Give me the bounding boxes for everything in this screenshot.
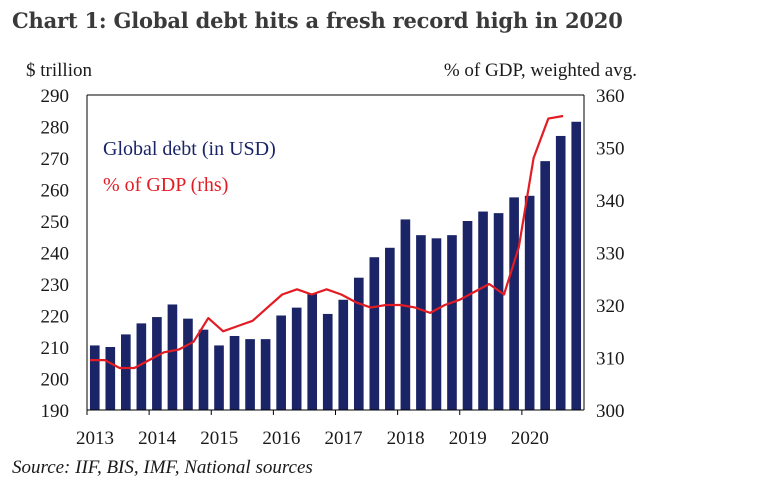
debt-bar [524,195,535,410]
debt-bar [183,318,193,410]
left-tick-label: 270 [41,149,70,170]
debt-bar [493,213,504,411]
debt-bar [571,121,582,411]
debt-bar [322,313,333,410]
left-tick-label: 250 [41,212,70,233]
debt-bar [385,247,395,410]
debt-bar [431,238,442,410]
x-tick-label: 2014 [138,428,177,449]
gdp-share-line [90,114,564,370]
right-tick-label: 320 [596,296,625,317]
left-tick-label: 190 [41,401,70,422]
right-tick-label: 350 [596,139,625,160]
x-tick-label: 2015 [200,428,238,449]
debt-bar [214,345,224,410]
debt-bar [447,235,457,410]
debt-bar [89,345,100,410]
right-tick-label: 330 [596,244,625,265]
left-tick-label: 210 [41,338,70,359]
debt-bar [509,197,519,411]
legend-label-gdp: % of GDP (rhs) [103,174,228,196]
line-layer [90,114,564,370]
debt-bar [136,323,147,411]
debt-bar [540,161,550,410]
debt-bar [353,277,364,410]
left-tick-label: 220 [41,307,70,328]
debt-bar [229,335,240,410]
right-tick-label: 340 [596,191,625,212]
debt-bar [416,235,426,410]
right-axis-unit: % of GDP, weighted avg. [443,60,637,81]
legend: Global debt (in USD) % of GDP (rhs) [103,138,276,196]
left-tick-label: 280 [41,118,70,139]
debt-bar [291,307,302,411]
debt-bar [260,339,271,411]
debt-bar [105,347,116,410]
left-tick-label: 240 [41,244,70,265]
right-tick-label: 360 [596,86,625,107]
debt-bar [245,339,255,411]
chart-title: Chart 1: Global debt hits a fresh record… [12,8,623,33]
right-tick-label: 300 [596,401,625,422]
left-axis-unit: $ trillion [26,60,92,81]
x-tick-label: 2018 [387,428,425,449]
left-tick-label: 200 [41,370,70,391]
debt-bar [400,219,411,410]
x-tick-label: 2013 [76,428,114,449]
left-tick-label: 260 [41,181,70,202]
debt-bar [307,293,318,410]
debt-bar [198,329,209,410]
source-note: Source: IIF, BIS, IMF, National sources [12,457,313,478]
debt-bar [167,304,178,410]
debt-bar [478,211,488,410]
left-tick-label: 290 [41,86,70,107]
debt-bar [121,334,131,410]
x-tick-label: 2019 [449,428,487,449]
x-tick-label: 2017 [325,428,363,449]
legend-label-debt: Global debt (in USD) [103,138,276,160]
debt-bar [369,257,380,410]
x-tick-label: 2016 [262,428,300,449]
debt-bar [555,135,566,410]
debt-bar [462,221,473,410]
debt-bar [276,315,286,410]
x-tick-label: 2020 [511,428,549,449]
ticks-layer: 190 200 210 220 230 240 250 260 270 280 290 300 310 3… [41,86,625,449]
right-tick-label: 310 [596,349,625,370]
left-tick-label: 230 [41,275,70,296]
bars-layer [89,121,582,411]
debt-bar [152,317,162,410]
debt-bar [338,299,349,410]
